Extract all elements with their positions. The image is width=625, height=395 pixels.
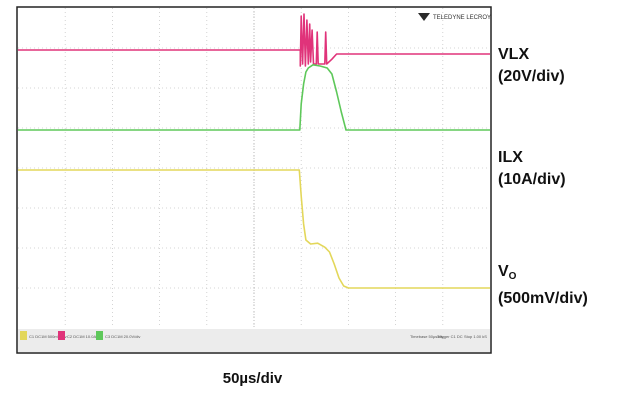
status-left-text: C3 DC1M 20.0V/div xyxy=(105,334,140,339)
vo-label-main: V xyxy=(498,263,509,280)
status-bar-background xyxy=(18,329,490,352)
channel-badge xyxy=(58,331,65,340)
status-right-text: Timebase 50µs/div xyxy=(410,334,444,339)
teledyne-logo-icon xyxy=(418,13,430,21)
channel-badge xyxy=(20,331,27,340)
graticule xyxy=(18,8,490,328)
status-left-text: C1 DC1M 500mV/div xyxy=(29,334,67,339)
status-bar: C1 DC1M 500mV/div C2 DC1M 10.0A/div C3 DC1… xyxy=(18,329,490,352)
timebase-label: 50µs/div xyxy=(222,370,283,387)
trace-vo xyxy=(18,169,490,289)
brand-text: TELEDYNE LECROY xyxy=(433,15,491,21)
vo-label: VO (500mV/div) xyxy=(498,261,588,310)
status-right-text: Trigger C1 DC xyxy=(437,334,463,339)
trace-vlx xyxy=(18,13,490,67)
brand-logo: TELEDYNE LECROY xyxy=(418,13,491,21)
vlx-scale: (20V/div) xyxy=(498,68,565,85)
status-right-text: Stop 1.00 kS xyxy=(464,334,487,339)
trace-ilx xyxy=(18,64,490,131)
ilx-label: ILX (10A/div) xyxy=(498,147,566,191)
status-left-group: C1 DC1M 500mV/div C2 DC1M 10.0A/div C3 DC1… xyxy=(20,331,140,340)
vlx-label-main: VLX xyxy=(498,46,530,63)
vlx-label: VLX (20V/div) xyxy=(498,44,565,88)
waveform-traces xyxy=(18,13,490,289)
ilx-scale: (10A/div) xyxy=(498,171,566,188)
ilx-label-main: ILX xyxy=(498,149,523,166)
vo-label-sub: O xyxy=(508,271,517,282)
vo-scale: (500mV/div) xyxy=(498,290,588,307)
status-left-text: C2 DC1M 10.0A/div xyxy=(67,334,102,339)
channel-badge xyxy=(96,331,103,340)
